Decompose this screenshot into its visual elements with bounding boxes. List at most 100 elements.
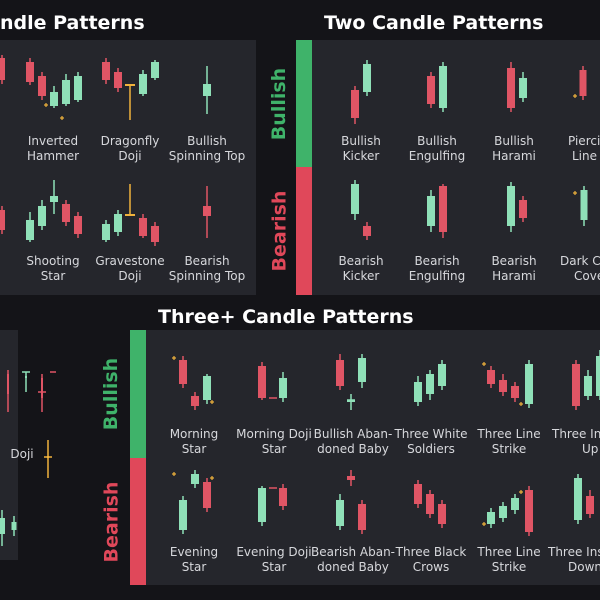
sparkle-72 xyxy=(210,476,214,480)
candle-76 xyxy=(336,494,344,530)
sparkle-64 xyxy=(519,402,523,406)
candle-30 xyxy=(427,72,435,108)
candle-83 xyxy=(499,502,507,522)
candle-41 xyxy=(519,196,527,222)
candle-60 xyxy=(499,374,507,396)
candle-25 xyxy=(139,214,147,238)
candle-49 xyxy=(258,362,266,400)
candle-69 xyxy=(191,470,199,488)
candle-52 xyxy=(336,354,344,390)
sparkle-47 xyxy=(172,356,176,360)
label-dark-cloud-cover: Dark ClCove xyxy=(560,254,600,283)
candle-65 xyxy=(572,360,580,410)
sparkle-35 xyxy=(573,94,577,98)
sparkle-71 xyxy=(172,472,176,476)
sparkle-86 xyxy=(482,522,486,526)
candle-13 xyxy=(151,60,159,80)
candle-42 xyxy=(580,186,588,226)
candle-89 xyxy=(586,490,594,518)
label-three-inside-down: Three Ins Down xyxy=(548,545,600,574)
candle-22 xyxy=(114,210,122,236)
two-bullish-bar xyxy=(296,40,312,167)
candle-27 xyxy=(203,186,211,238)
candle-40 xyxy=(507,182,515,232)
candle-57 xyxy=(426,370,434,400)
candle-75 xyxy=(279,484,287,510)
candle-68 xyxy=(179,496,187,534)
label-bullish-spinning-top: Bullish Spinning Top xyxy=(168,134,246,163)
candle-23 xyxy=(125,184,135,216)
candle-79 xyxy=(414,480,422,508)
candle-61 xyxy=(511,382,519,402)
candle-88 xyxy=(574,474,582,524)
three-bullish-bar xyxy=(130,330,146,458)
label-bearish-abandoned-baby: Bearish Aban-doned Baby xyxy=(310,545,396,574)
candle-56 xyxy=(414,376,422,406)
label-bearish-harami: Bearish Harami xyxy=(491,254,537,283)
label-bearish-kicker: Bearish Kicker xyxy=(338,254,384,283)
candle-37 xyxy=(363,222,371,240)
label-bullish-harami: Bullish Harami xyxy=(492,134,536,163)
label-doji: Doji xyxy=(10,447,34,461)
candle-78 xyxy=(358,500,366,534)
candle-46 xyxy=(203,374,211,404)
candle-36 xyxy=(351,180,359,220)
candle-38 xyxy=(427,190,435,232)
label-dragonfly-doji: Dragonfly Doji xyxy=(100,134,160,163)
candle-21 xyxy=(102,220,110,242)
candle-82 xyxy=(487,508,495,528)
candle-73 xyxy=(258,486,266,526)
candle-19 xyxy=(74,212,82,238)
candle-32 xyxy=(507,62,515,112)
candle-62 xyxy=(525,360,533,408)
candle-51 xyxy=(279,372,287,402)
label-inverted-hammer: Inverted Hammer xyxy=(26,134,80,163)
candle-90 xyxy=(7,370,9,412)
candle-93 xyxy=(41,374,43,412)
candle-91 xyxy=(25,372,27,392)
candle-9 xyxy=(114,68,122,92)
candle-70 xyxy=(203,478,211,512)
label-morning-doji-star: Morning Doji Star xyxy=(236,427,312,456)
candle-4 xyxy=(62,74,70,106)
candle-67 xyxy=(596,350,600,400)
candle-81 xyxy=(438,500,446,528)
sparkle-87 xyxy=(519,490,523,494)
label-shooting-star: Shooting Star xyxy=(26,254,80,283)
candle-99 xyxy=(11,516,17,536)
candle-98 xyxy=(0,510,5,546)
label-bullish-engulfing: Bullish Engulfing xyxy=(408,134,466,163)
candle-14 xyxy=(203,66,211,114)
candle-66 xyxy=(584,370,592,400)
candle-44 xyxy=(179,356,187,388)
misc-left-panel xyxy=(0,330,18,560)
candle-16 xyxy=(38,200,46,230)
candle-33 xyxy=(519,72,527,102)
candle-2 xyxy=(38,72,46,100)
candle-12 xyxy=(139,70,147,96)
label-bullish-abandoned-baby: Bullish Aban-doned Baby xyxy=(313,427,393,456)
candle-45 xyxy=(191,392,199,410)
candle-18 xyxy=(62,200,70,226)
candle-55 xyxy=(358,354,366,388)
candle-17 xyxy=(50,180,58,214)
candle-3 xyxy=(50,86,58,108)
three-bearish-bar xyxy=(130,458,146,585)
two-candle-title: Two Candle Patterns xyxy=(324,12,544,34)
label-three-black-crows: Three Black Crows xyxy=(395,545,467,574)
candle-5 xyxy=(74,72,82,102)
two-bearish-bar xyxy=(296,167,312,295)
label-three-line-strike-bear: Three Line Strike xyxy=(477,545,541,574)
candle-10 xyxy=(125,84,135,120)
label-three-line-strike-bull: Three Line Strike xyxy=(477,427,541,456)
candle-0 xyxy=(0,55,5,84)
candle-84 xyxy=(511,494,519,514)
candle-80 xyxy=(426,490,434,518)
label-three-inside-up: Three In Up xyxy=(552,427,600,456)
label-bearish-spinning-top: Bearish Spinning Top xyxy=(168,254,246,283)
two-candle-panel xyxy=(296,40,600,295)
sparkle-48 xyxy=(210,400,214,404)
single-candle-title: ndle Patterns xyxy=(0,12,145,34)
sparkle-63 xyxy=(482,362,486,366)
